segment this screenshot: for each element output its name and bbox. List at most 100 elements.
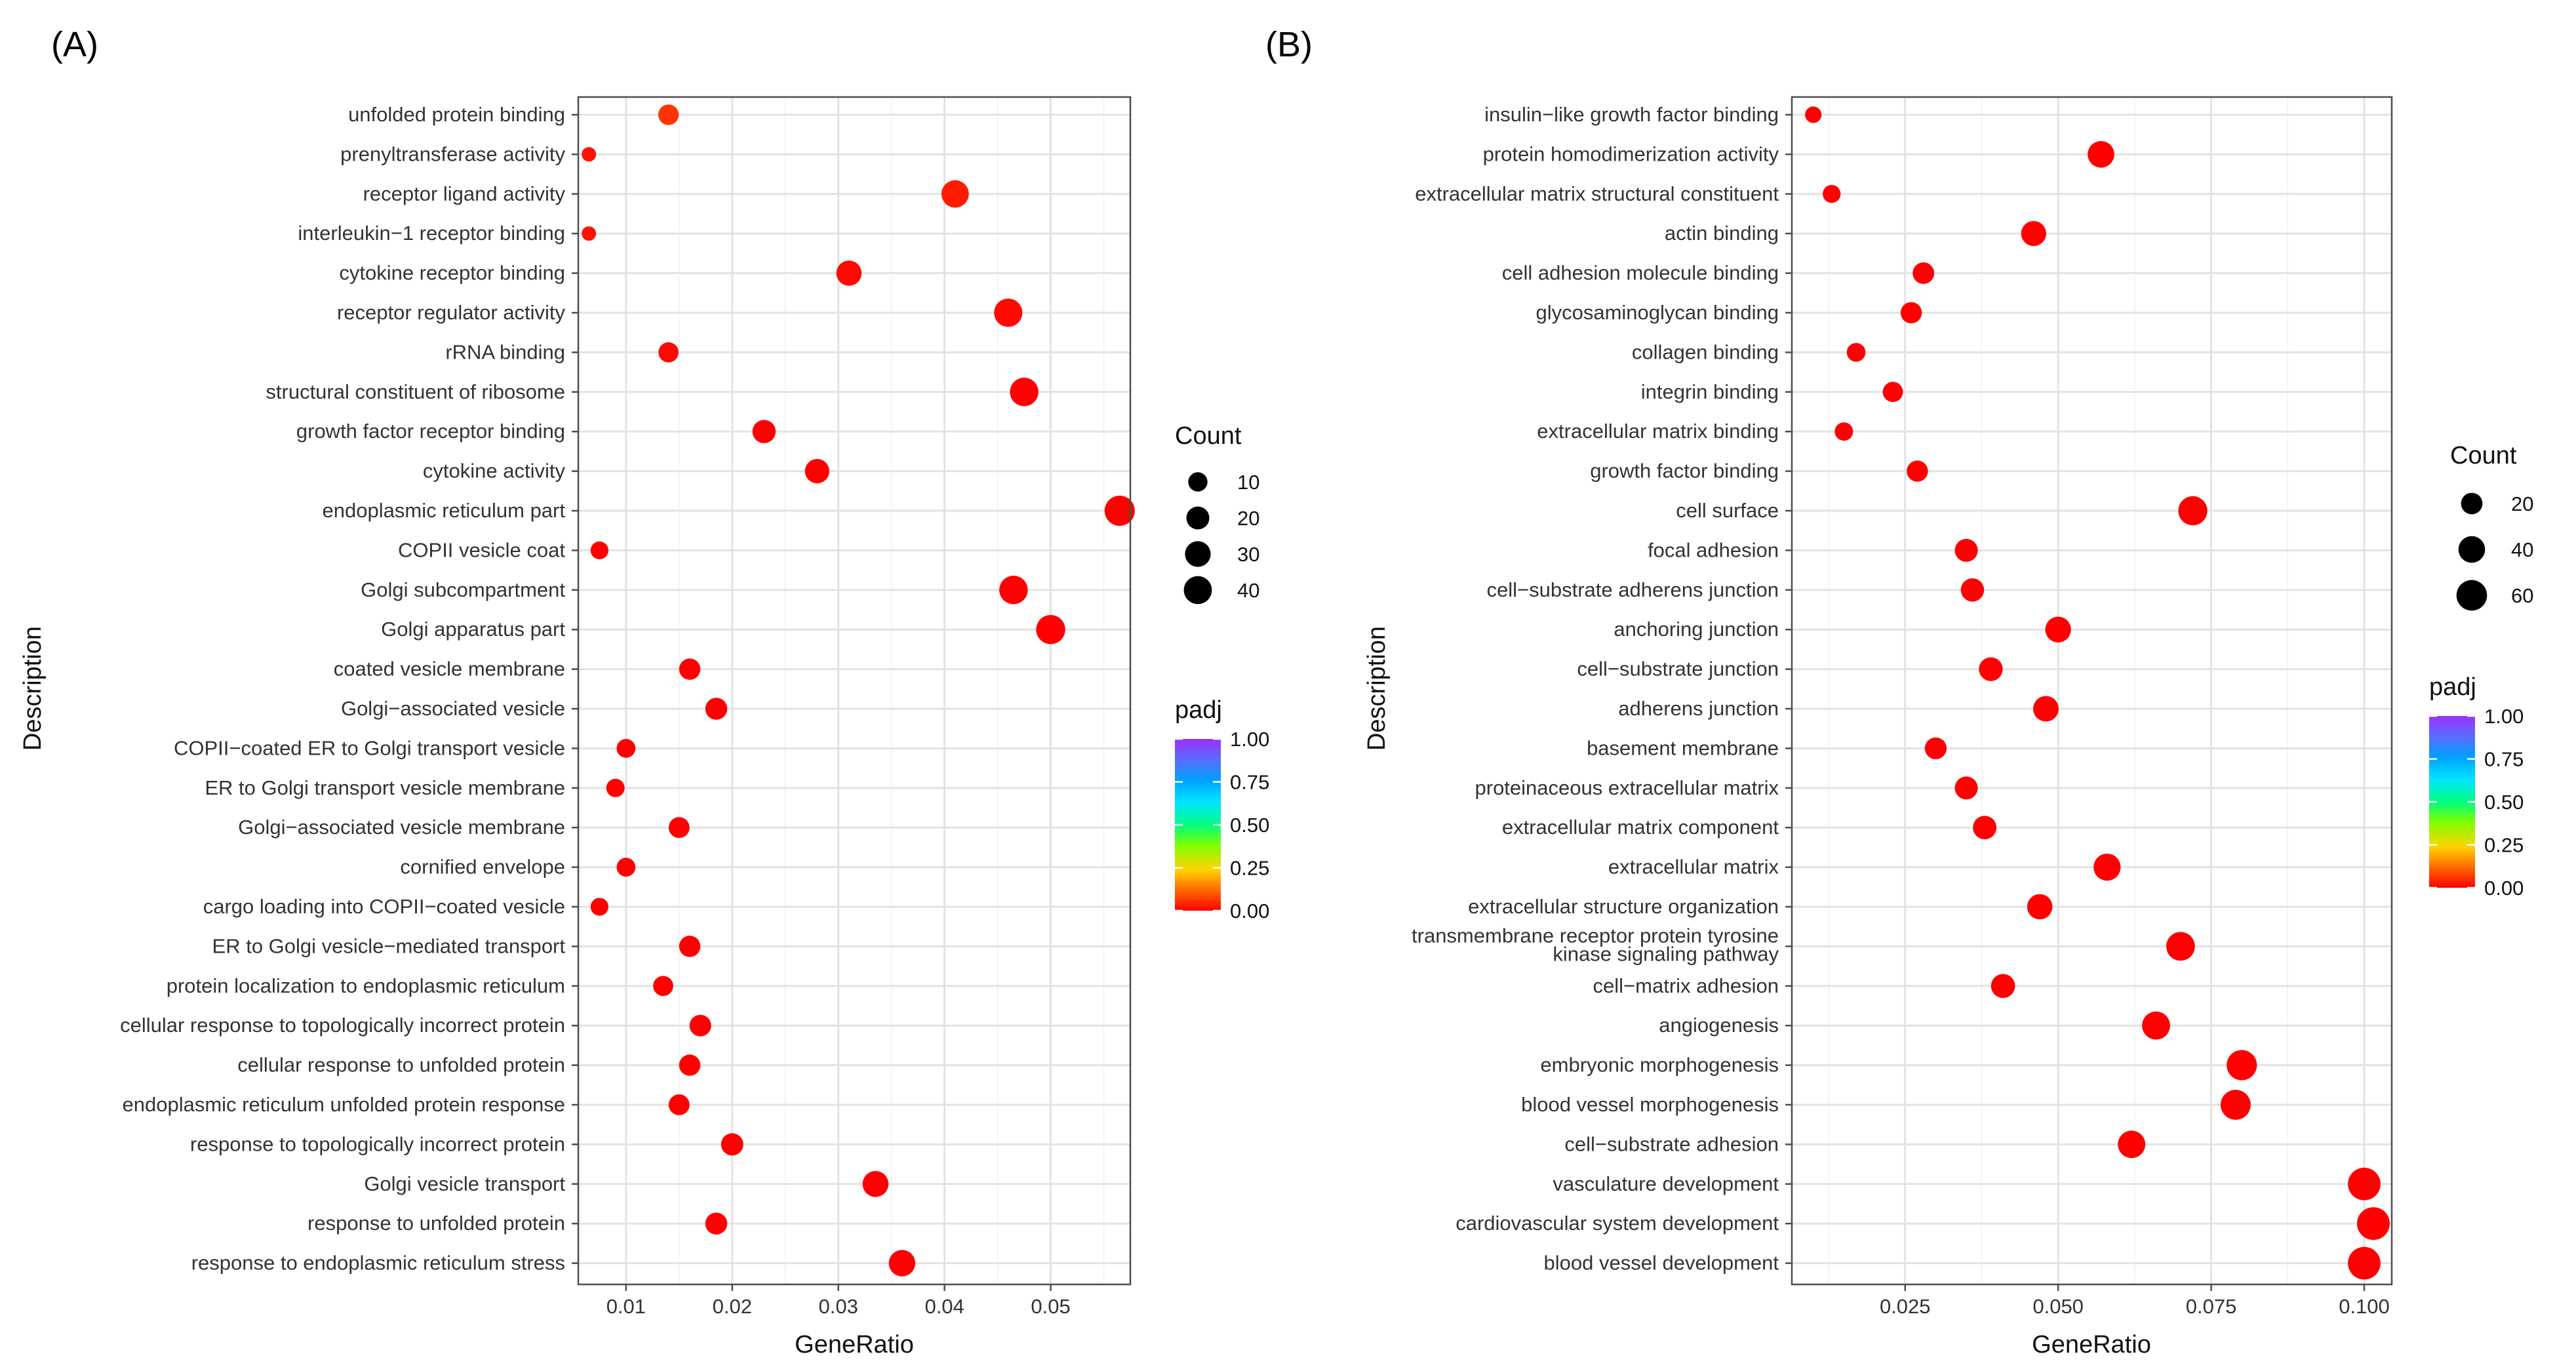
data-point xyxy=(606,778,625,797)
y-tick-label: cargo loading into COPII−coated vesicle xyxy=(203,895,565,918)
count-legend-label: 40 xyxy=(2511,538,2533,561)
data-point xyxy=(679,1054,701,1076)
data-point xyxy=(2021,221,2046,247)
count-legend-key xyxy=(1186,506,1210,530)
count-legend-label: 60 xyxy=(2511,584,2533,607)
data-point xyxy=(582,147,597,162)
y-tick-label: adherens junction xyxy=(1618,697,1779,720)
y-tick-label: response to unfolded protein xyxy=(307,1212,565,1235)
y-tick-label: cell adhesion molecule binding xyxy=(1502,262,1779,285)
y-tick-label: blood vessel development xyxy=(1544,1252,1779,1275)
data-point xyxy=(2088,141,2114,168)
y-tick-label: receptor regulator activity xyxy=(337,301,566,324)
y-tick-label: actin binding xyxy=(1665,222,1779,245)
y-tick-label: ER to Golgi transport vesicle membrane xyxy=(205,776,565,799)
data-point xyxy=(590,898,608,916)
data-point xyxy=(862,1170,889,1197)
count-legend-label: 40 xyxy=(1237,579,1259,602)
y-tick-label: extracellular matrix structural constitu… xyxy=(1415,182,1779,205)
y-tick-label: insulin−like growth factor binding xyxy=(1484,103,1779,126)
y-tick-label: Golgi vesicle transport xyxy=(364,1172,565,1195)
y-tick-label: coated vesicle membrane xyxy=(334,658,565,681)
y-tick-label: integrin binding xyxy=(1641,380,1779,403)
data-point xyxy=(2093,853,2121,881)
y-tick-label: interleukin−1 receptor binding xyxy=(298,222,565,245)
a-x-tick-label: 0.05 xyxy=(1031,1295,1070,1318)
data-point xyxy=(1036,614,1065,645)
y-tick-label: blood vessel morphogenesis xyxy=(1521,1093,1779,1116)
y-tick-label: Golgi apparatus part xyxy=(381,618,565,641)
panel-b-count-legend: Count 20 40 60 xyxy=(2450,442,2533,611)
panel-a-points xyxy=(582,104,1135,1277)
count-legend-key xyxy=(1185,541,1211,567)
y-tick-label: Golgi−associated vesicle membrane xyxy=(238,816,565,839)
data-point xyxy=(2045,616,2071,643)
data-point xyxy=(705,1212,728,1235)
panel-a-padj-legend: padj 0.00 0.25 0.50 0.75 1.00 xyxy=(1175,696,1269,923)
y-tick-label: cell−substrate junction xyxy=(1577,658,1779,681)
count-legend-label: 20 xyxy=(2511,492,2533,515)
data-point xyxy=(668,817,690,839)
panel-a-plot-frame xyxy=(577,96,1132,1286)
data-point xyxy=(994,298,1023,327)
padj-legend-label: 0.75 xyxy=(2484,748,2524,771)
data-point xyxy=(658,342,679,363)
y-tick-label: endoplasmic reticulum unfolded protein r… xyxy=(122,1093,565,1116)
y-tick-label: cell−matrix adhesion xyxy=(1593,974,1779,997)
y-tick-label: proteinaceous extracellular matrix xyxy=(1475,776,1779,799)
padj-legend-label: 0.00 xyxy=(2484,877,2524,900)
data-point xyxy=(616,739,636,758)
a-x-tick-label: 0.01 xyxy=(606,1295,646,1318)
y-tick-label: vasculature development xyxy=(1553,1172,1779,1195)
data-point xyxy=(1805,106,1822,123)
b-x-tick-label: 0.050 xyxy=(2032,1295,2084,1318)
panel-b-y-axis-title: Description xyxy=(1363,626,1391,751)
data-point xyxy=(2178,496,2208,526)
panel-a: (A) unfolded protein binding prenyltransf… xyxy=(19,25,1269,1359)
data-point xyxy=(1907,460,1928,482)
y-tick-label: Golgi subcompartment xyxy=(361,578,565,601)
data-point xyxy=(1979,657,2003,681)
data-point xyxy=(1834,422,1853,441)
y-tick-label: protein homodimerization activity xyxy=(1483,142,1779,165)
y-tick-label: COPII−coated ER to Golgi transport vesic… xyxy=(174,736,565,759)
count-legend-label: 30 xyxy=(1237,543,1259,566)
y-tick-label: extracellular matrix component xyxy=(1502,816,1779,839)
count-legend-label: 20 xyxy=(1237,507,1259,530)
data-point xyxy=(1104,496,1135,526)
data-point xyxy=(2221,1090,2251,1120)
a-x-tick-label: 0.04 xyxy=(924,1295,964,1318)
y-tick-label: Golgi−associated vesicle xyxy=(341,697,565,720)
y-tick-label: cellular response to unfolded protein xyxy=(237,1054,565,1077)
panel-a-x-labels: 0.01 0.02 0.03 0.04 0.05 xyxy=(606,1284,1071,1318)
y-tick-label: cardiovascular system development xyxy=(1456,1212,1779,1235)
count-legend-key xyxy=(1183,576,1212,605)
panel-b-y-labels: insulin−like growth factor binding protei… xyxy=(1412,103,1792,1275)
y-tick-label: protein localization to endoplasmic reti… xyxy=(167,974,565,997)
y-tick-label: structural constituent of ribosome xyxy=(266,380,565,403)
y-tick-label: unfolded protein binding xyxy=(348,103,565,126)
panel-b-tag: (B) xyxy=(1265,25,1313,64)
y-tick-label: growth factor receptor binding xyxy=(296,420,565,443)
y-tick-label: transmembrane receptor protein tyrosine xyxy=(1412,924,1779,947)
y-tick-label: response to topologically incorrect prot… xyxy=(190,1132,565,1155)
y-tick-label: kinase signaling pathway xyxy=(1553,942,1779,965)
data-point xyxy=(582,226,597,241)
y-tick-label: response to endoplasmic reticulum stress xyxy=(191,1252,565,1275)
y-tick-label: cellular response to topologically incor… xyxy=(120,1014,565,1037)
y-tick-label: rRNA binding xyxy=(445,340,565,363)
count-legend-key xyxy=(2456,580,2487,611)
panel-a-padj-legend-title: padj xyxy=(1175,696,1222,724)
data-point xyxy=(590,541,608,560)
y-tick-label: COPII vesicle coat xyxy=(398,538,565,561)
data-point xyxy=(616,858,636,877)
data-point xyxy=(752,420,776,443)
panel-a-tag: (A) xyxy=(51,25,98,64)
panel-b-count-legend-title: Count xyxy=(2450,442,2517,469)
panel-b-padj-legend: padj 0.00 0.25 0.50 0.75 1.00 xyxy=(2429,673,2524,900)
panel-a-y-labels: unfolded protein binding prenyltransferas… xyxy=(120,103,578,1275)
data-point xyxy=(2166,932,2195,961)
data-point xyxy=(1991,974,2015,999)
panel-b-padj-legend-title: padj xyxy=(2429,673,2476,701)
